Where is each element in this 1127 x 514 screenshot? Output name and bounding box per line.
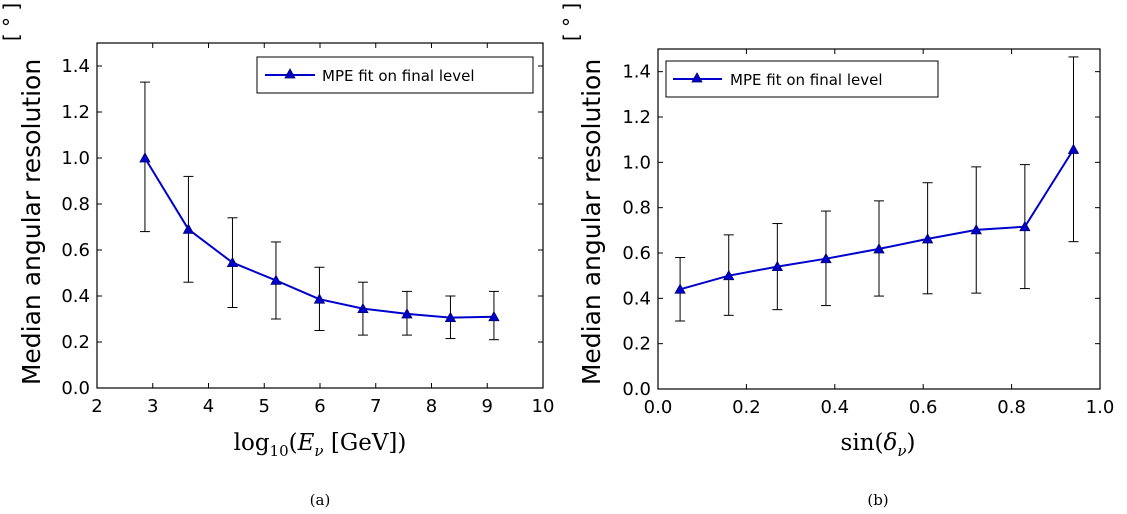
data-point xyxy=(820,252,832,264)
x-tick-label: 10 xyxy=(532,396,555,417)
x-tick-label: 5 xyxy=(259,396,270,417)
data-points xyxy=(674,143,1080,294)
y-tick-label: 1.2 xyxy=(622,107,651,128)
x-tick-label: 6 xyxy=(314,396,325,417)
x-ticks: 0.0 0.2 0.4 0.6 0.8 1.0 xyxy=(644,49,1115,418)
x-tick-label: 8 xyxy=(426,396,437,417)
data-point xyxy=(182,223,195,234)
data-point xyxy=(313,293,326,304)
y-tick-label: 0.4 xyxy=(61,286,90,307)
y-ticks: 0.0 0.2 0.4 0.6 0.8 1.0 1.2 1.4 xyxy=(61,56,543,399)
x-tick-label: 3 xyxy=(147,396,158,417)
legend-marker-icon xyxy=(284,68,296,79)
x-tick-label: 9 xyxy=(482,396,493,417)
legend: MPE fit on final level xyxy=(665,60,939,98)
y-axis-unit: [ ° ] xyxy=(559,3,583,41)
x-ticks: 2 3 4 5 6 7 8 9 10 xyxy=(91,43,554,417)
y-tick-label: 0.0 xyxy=(61,378,90,399)
y-tick-label: 0.2 xyxy=(61,332,90,353)
x-tick-label: 0.2 xyxy=(732,397,761,418)
data-point xyxy=(357,302,369,314)
caption-b: (b) xyxy=(867,491,888,509)
y-tick-label: 1.4 xyxy=(61,56,90,77)
data-points xyxy=(139,152,500,323)
data-point xyxy=(488,310,500,322)
x-tick-label: 0.6 xyxy=(909,397,938,418)
x-tick-label: 0.8 xyxy=(997,397,1026,418)
data-point xyxy=(401,308,413,319)
y-tick-label: 0.2 xyxy=(622,334,651,355)
data-point xyxy=(873,243,885,254)
y-tick-label: 1.0 xyxy=(61,148,90,169)
data-point xyxy=(1067,143,1080,154)
y-axis-label: Median angular resolution xyxy=(577,59,606,385)
y-tick-label: 0.6 xyxy=(622,243,651,264)
x-tick-label: 7 xyxy=(370,396,381,417)
y-tick-label: 0.6 xyxy=(61,240,90,261)
data-point xyxy=(1019,220,1031,232)
y-tick-label: 0.8 xyxy=(622,198,651,219)
legend-marker-icon xyxy=(691,72,703,83)
series-line xyxy=(679,148,1075,291)
data-point xyxy=(674,283,686,294)
data-point xyxy=(921,233,934,244)
plot-area xyxy=(657,48,1101,390)
data-point xyxy=(139,152,151,163)
data-point xyxy=(226,256,239,268)
data-point xyxy=(444,311,457,323)
data-point xyxy=(970,224,982,235)
x-tick-label: 1.0 xyxy=(1086,397,1115,418)
legend: MPE fit on final level xyxy=(256,56,534,94)
x-tick-label: 0.4 xyxy=(820,397,849,418)
series-polyline xyxy=(679,148,1075,291)
x-axis-label: sin(δν) xyxy=(841,430,916,460)
plot-frame xyxy=(96,42,544,389)
x-axis-label: log10(Eν [GeV]) xyxy=(234,430,407,460)
legend-entry: MPE fit on final level xyxy=(730,71,883,89)
x-tick-label: 2 xyxy=(91,396,102,417)
chart-panel-b: 0.0 0.2 0.4 0.6 0.8 1.0 1.2 1.4 0.0 0.2 0.4 0.6 0.8… xyxy=(559,3,1114,509)
data-point xyxy=(270,274,282,285)
data-point xyxy=(723,269,735,281)
chart-panel-a: 0.0 0.2 0.4 0.6 0.8 1.0 1.2 1.4 2 3 4 5 6 7 8 9 10 Medi… xyxy=(0,3,554,509)
data-point xyxy=(771,260,784,271)
x-tick-label: 4 xyxy=(203,396,214,417)
caption-a: (a) xyxy=(310,491,331,509)
y-axis-unit: [ ° ] xyxy=(0,3,23,41)
y-axis-label: Median angular resolution xyxy=(17,59,46,385)
y-tick-label: 1.4 xyxy=(622,62,651,83)
y-tick-label: 0.0 xyxy=(622,379,651,400)
y-ticks: 0.0 0.2 0.4 0.6 0.8 1.0 1.2 1.4 xyxy=(622,62,1100,400)
legend-entry: MPE fit on final level xyxy=(322,67,475,85)
plot-frame xyxy=(657,48,1101,390)
plot-area xyxy=(96,42,544,389)
y-tick-label: 0.8 xyxy=(61,194,90,215)
y-tick-label: 0.4 xyxy=(622,288,651,309)
x-tick-label: 0.0 xyxy=(644,397,673,418)
y-tick-label: 1.0 xyxy=(622,152,651,173)
y-tick-label: 1.2 xyxy=(61,102,90,123)
